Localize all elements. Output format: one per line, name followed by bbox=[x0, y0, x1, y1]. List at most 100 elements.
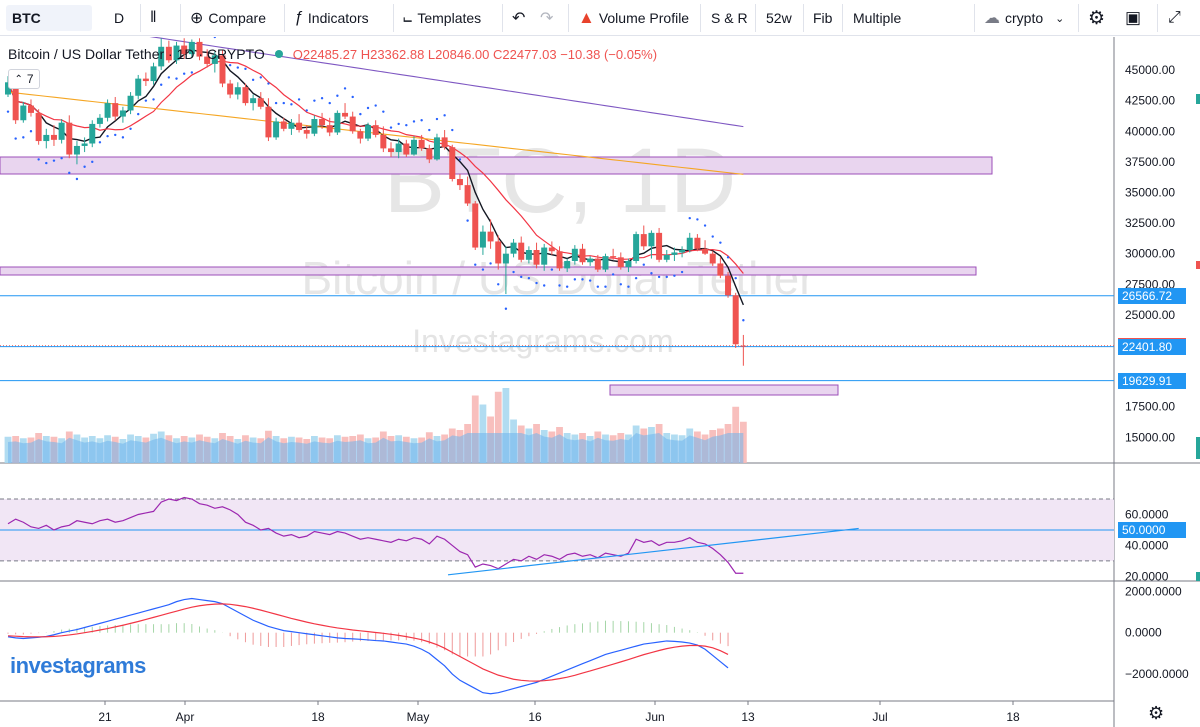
candle-body bbox=[334, 112, 341, 133]
candle-body bbox=[740, 345, 747, 347]
psar-dot bbox=[359, 112, 362, 116]
candle-body bbox=[66, 122, 73, 155]
psar-dot bbox=[428, 128, 431, 132]
volume-profile-button[interactable]: ▲ Volume Profile bbox=[578, 0, 689, 36]
candle-body bbox=[602, 256, 609, 270]
psar-dot bbox=[75, 177, 79, 181]
function-icon: ƒ bbox=[294, 9, 303, 26]
plus-circle-icon: ⊕ bbox=[190, 10, 204, 27]
axis-edge-marker bbox=[1196, 437, 1200, 459]
candle-body bbox=[533, 250, 540, 265]
snapshot-button[interactable]: ▣ bbox=[1125, 0, 1146, 36]
psar-dot bbox=[512, 270, 515, 274]
rsi-axis-label: 40.0000 bbox=[1125, 538, 1169, 552]
psar-dot bbox=[83, 165, 86, 168]
candle-body bbox=[357, 131, 364, 139]
price-axis-label: 42500.00 bbox=[1125, 94, 1175, 108]
candle-body bbox=[319, 119, 326, 126]
macd-line bbox=[7, 597, 729, 695]
psar-dot bbox=[726, 256, 730, 259]
redo-icon: ↷ bbox=[540, 10, 554, 27]
snr-label: S & R bbox=[711, 10, 748, 26]
price-axis-label: 25000.00 bbox=[1125, 308, 1175, 322]
time-axis-label: 16 bbox=[528, 710, 542, 724]
psar-dot bbox=[397, 122, 400, 126]
psar-dot bbox=[734, 276, 737, 280]
candle-body bbox=[227, 83, 234, 95]
candle-body bbox=[587, 258, 594, 263]
undo-button[interactable]: ↶ bbox=[512, 0, 530, 36]
redo-button[interactable]: ↷ bbox=[540, 0, 558, 36]
psar-dot bbox=[435, 117, 439, 121]
psar-dot bbox=[703, 224, 707, 227]
axis-edge-marker bbox=[1196, 572, 1200, 581]
top-toolbar: BTC D ‖ ⊕ Compare ƒ Indicators ⨽ Templat… bbox=[0, 0, 1200, 36]
settings-button[interactable]: ⚙ bbox=[1088, 0, 1110, 36]
price-tag: 22401.80 bbox=[1118, 338, 1186, 355]
psar-dot bbox=[443, 114, 446, 117]
watermark-site: Investagrams.com bbox=[412, 323, 673, 359]
fullscreen-icon: ⤢ bbox=[1168, 9, 1181, 26]
psar-dot bbox=[719, 241, 722, 244]
candle-body bbox=[441, 137, 448, 148]
psar-dot bbox=[351, 95, 354, 99]
psar-dot bbox=[642, 263, 645, 266]
psar-dot bbox=[374, 104, 377, 107]
psar-dot bbox=[466, 219, 469, 222]
candle-body bbox=[702, 248, 709, 254]
indicators-button[interactable]: ƒ Indicators bbox=[294, 0, 369, 36]
candle-body bbox=[50, 134, 57, 140]
multiple-button[interactable]: Multiple bbox=[853, 0, 901, 36]
support-zone-lower bbox=[609, 384, 839, 396]
rsi-axis-label: 60.0000 bbox=[1125, 507, 1169, 521]
psar-dot bbox=[282, 101, 285, 105]
candle-body bbox=[280, 121, 287, 129]
psar-dot bbox=[175, 77, 178, 80]
macd-axis-label: 0.0000 bbox=[1125, 626, 1162, 640]
candle-body bbox=[135, 78, 142, 96]
indicators-toggle[interactable]: ⌃ 7 bbox=[8, 69, 40, 89]
psar-dot bbox=[144, 99, 148, 102]
snr-button[interactable]: S & R bbox=[711, 0, 748, 36]
psar-dot bbox=[228, 63, 232, 67]
macd-axis-label: 2000.0000 bbox=[1125, 584, 1182, 598]
psar-dot bbox=[37, 158, 40, 161]
candle-body bbox=[548, 247, 555, 252]
interval-button[interactable]: D bbox=[114, 0, 124, 36]
psar-dot bbox=[382, 110, 385, 113]
time-axis-label: Jul bbox=[872, 710, 887, 724]
chevron-up-icon: ⌃ bbox=[14, 73, 23, 85]
candle-body bbox=[464, 185, 471, 204]
chart-area[interactable]: BTC, 1D Bitcoin / US Dollar Tether Investa… bbox=[0, 37, 1200, 727]
candle-body bbox=[426, 148, 433, 160]
candle-body bbox=[502, 253, 509, 264]
chart-style-button[interactable]: ‖ bbox=[150, 0, 162, 36]
price-axis-label: 15000.00 bbox=[1125, 430, 1175, 444]
symbol-search[interactable]: BTC bbox=[6, 5, 92, 31]
psar-dot bbox=[305, 109, 308, 112]
price-axis-label: 35000.00 bbox=[1125, 185, 1175, 199]
legend-ohlc: O22485.27 H23362.88 L20846.00 C22477.03 … bbox=[292, 46, 658, 62]
live-status-dot bbox=[274, 50, 283, 58]
templates-button[interactable]: ⨽ Templates bbox=[403, 0, 481, 36]
axis-settings-icon[interactable]: ⚙ bbox=[1148, 703, 1165, 723]
psar-dot bbox=[274, 101, 278, 105]
market-label: crypto bbox=[1005, 10, 1044, 26]
market-select[interactable]: ☁ crypto ⌄ bbox=[984, 0, 1064, 36]
candle-body bbox=[342, 112, 349, 117]
fullscreen-button[interactable]: ⤢ bbox=[1168, 0, 1186, 36]
legend-title: Bitcoin / US Dollar Tether · 1D · CRYPTO bbox=[8, 46, 265, 62]
fib-button[interactable]: Fib bbox=[813, 0, 832, 36]
week52-button[interactable]: 52w bbox=[766, 0, 792, 36]
price-axis-label: 40000.00 bbox=[1125, 124, 1175, 138]
templates-label: Templates bbox=[417, 10, 482, 26]
resistance-zone-middle bbox=[0, 266, 977, 276]
cloud-icon: ☁ bbox=[984, 10, 1000, 27]
candle-body bbox=[242, 87, 249, 104]
candle-body bbox=[525, 250, 532, 260]
compare-button[interactable]: ⊕ Compare bbox=[190, 0, 266, 36]
candle-body bbox=[158, 46, 165, 67]
price-tag: 19629.91 bbox=[1118, 372, 1186, 389]
